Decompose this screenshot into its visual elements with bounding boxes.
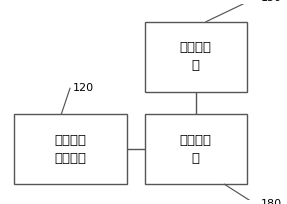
Text: 信号处理
器: 信号处理 器 — [180, 133, 212, 164]
Bar — [14, 114, 127, 184]
Bar — [145, 22, 247, 92]
Text: 180: 180 — [261, 199, 282, 204]
Text: 150: 150 — [261, 0, 282, 3]
Bar — [145, 114, 247, 184]
Text: 可辨识信
号探测器: 可辨识信 号探测器 — [55, 133, 86, 164]
Text: 噪音探测
器: 噪音探测 器 — [180, 41, 212, 72]
Text: 120: 120 — [73, 83, 94, 93]
